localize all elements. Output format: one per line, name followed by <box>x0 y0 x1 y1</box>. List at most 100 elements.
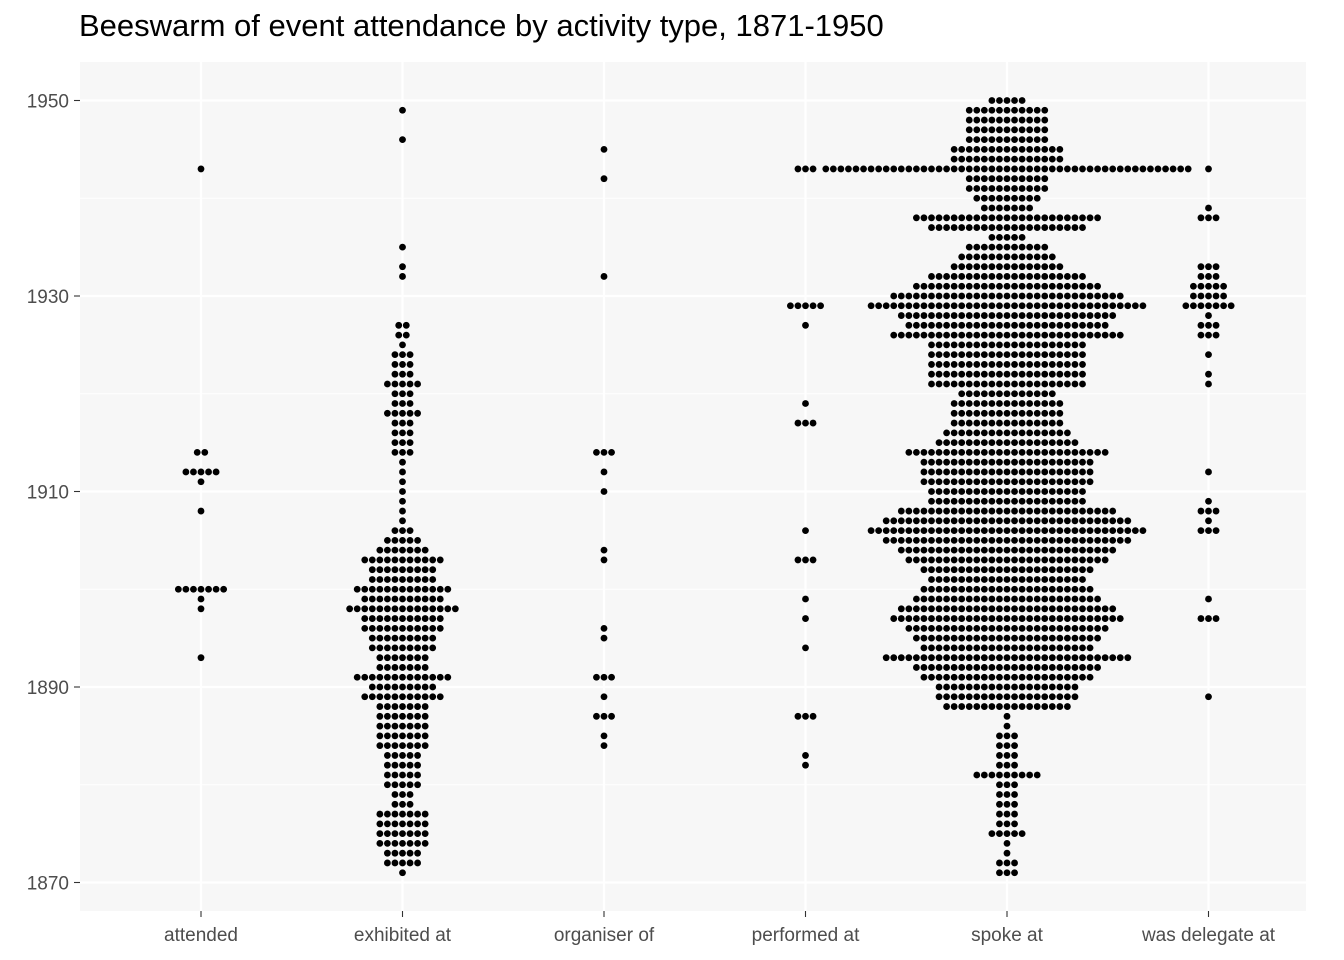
data-point <box>996 585 1003 593</box>
data-point <box>414 781 421 789</box>
data-point <box>1018 771 1026 779</box>
data-point <box>943 634 950 642</box>
data-point <box>1026 419 1034 427</box>
data-point <box>384 693 391 701</box>
data-point <box>1003 155 1011 163</box>
data-point <box>996 458 1003 466</box>
data-point <box>1212 321 1220 329</box>
data-point <box>1003 263 1011 271</box>
data-point <box>965 155 973 163</box>
data-point <box>1003 664 1011 671</box>
data-point <box>1079 165 1086 173</box>
data-point <box>1033 400 1041 407</box>
data-point <box>406 693 414 701</box>
data-point <box>890 536 898 544</box>
data-point <box>1033 458 1041 466</box>
data-point <box>935 585 943 593</box>
data-point <box>1011 136 1018 144</box>
data-point <box>1071 546 1079 554</box>
data-point <box>965 605 973 613</box>
data-point <box>980 116 988 124</box>
data-point <box>1026 273 1034 280</box>
data-point <box>1041 556 1049 564</box>
data-point <box>913 664 920 671</box>
data-point <box>1018 175 1026 183</box>
data-point <box>988 634 996 642</box>
data-point <box>996 517 1003 525</box>
data-point <box>928 673 935 681</box>
data-point <box>973 390 981 398</box>
data-point <box>1003 478 1011 486</box>
data-point <box>973 654 981 662</box>
data-point <box>875 527 883 534</box>
data-point <box>980 341 988 349</box>
data-point <box>1056 624 1064 632</box>
data-point <box>1018 536 1026 544</box>
data-point <box>1048 292 1056 300</box>
data-point <box>988 292 996 300</box>
data-point <box>1079 585 1086 593</box>
data-point <box>1003 351 1011 359</box>
data-point <box>980 106 988 114</box>
data-point <box>1205 468 1212 476</box>
data-point <box>973 566 981 574</box>
data-point <box>406 781 414 789</box>
data-point <box>414 595 421 603</box>
data-point <box>1094 331 1101 339</box>
data-point <box>1079 527 1086 534</box>
data-point <box>1101 165 1109 173</box>
data-point <box>1048 449 1056 456</box>
data-point <box>980 370 988 378</box>
data-points <box>174 97 1235 877</box>
data-point <box>1048 527 1056 534</box>
data-point <box>391 439 399 447</box>
data-point <box>1056 595 1064 603</box>
data-point <box>1018 585 1026 593</box>
data-point <box>376 556 384 564</box>
data-point <box>1205 615 1212 622</box>
data-point <box>935 488 943 495</box>
data-point <box>1003 439 1011 447</box>
data-point <box>600 624 608 632</box>
data-point <box>1026 527 1034 534</box>
data-point <box>1033 595 1041 603</box>
data-point <box>1011 488 1018 495</box>
data-point <box>1026 185 1034 192</box>
data-point <box>1011 527 1018 534</box>
data-point <box>1018 566 1026 574</box>
data-point <box>1064 351 1071 359</box>
data-point <box>608 449 615 456</box>
data-point <box>1011 752 1018 759</box>
data-point <box>920 331 928 339</box>
data-point <box>802 321 809 329</box>
data-point <box>943 380 950 388</box>
data-point <box>996 204 1003 212</box>
data-point <box>1003 126 1011 134</box>
data-point <box>996 282 1003 290</box>
data-point <box>913 507 920 515</box>
data-point <box>958 331 966 339</box>
data-point <box>1056 429 1064 437</box>
data-point <box>1018 224 1026 231</box>
data-point <box>809 419 817 427</box>
data-point <box>973 263 981 271</box>
data-point <box>988 654 996 662</box>
data-point <box>1003 312 1011 319</box>
data-point <box>958 458 966 466</box>
data-point <box>384 409 391 417</box>
data-point <box>965 664 973 671</box>
data-point <box>988 497 996 505</box>
data-point <box>958 703 966 710</box>
data-point <box>943 576 950 583</box>
data-point <box>1003 204 1011 212</box>
data-point <box>1033 194 1041 202</box>
data-point <box>943 165 950 173</box>
data-point <box>988 517 996 525</box>
data-point <box>958 361 966 368</box>
data-point <box>973 458 981 466</box>
data-point <box>1018 126 1026 134</box>
data-point <box>950 605 958 613</box>
data-point <box>391 351 399 359</box>
data-point <box>1018 703 1026 710</box>
data-point <box>1094 282 1101 290</box>
